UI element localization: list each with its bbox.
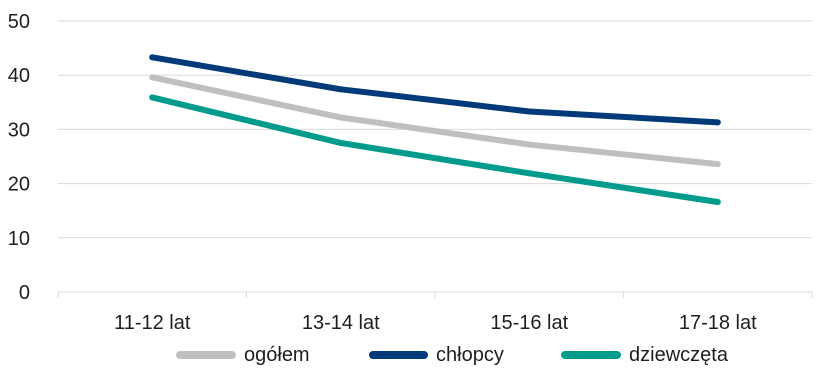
- series-0: [149, 74, 721, 168]
- x-tick-label: 13-14 lat: [302, 312, 380, 334]
- legend-item: chłopcy: [369, 344, 504, 366]
- x-tick-label: 15-16 lat: [490, 312, 568, 334]
- series-line: [149, 54, 721, 126]
- legend-item: dziewczęta: [561, 344, 729, 366]
- data-point: [149, 94, 156, 101]
- data-point: [337, 139, 344, 146]
- series-line: [149, 94, 721, 206]
- data-point: [337, 114, 344, 121]
- data-point: [714, 161, 721, 168]
- y-tick-label: 0: [19, 282, 30, 304]
- legend: ogółem chłopcy dziewczęta: [176, 344, 729, 366]
- data-point: [526, 108, 533, 115]
- data-point: [149, 54, 156, 61]
- series-line: [149, 74, 721, 168]
- legend-item: ogółem: [176, 344, 310, 366]
- series-lines: [149, 54, 721, 206]
- x-tick-label: 11-12 lat: [114, 312, 191, 334]
- y-tick-label: 20: [8, 174, 30, 196]
- y-tick-label: 30: [8, 119, 30, 141]
- data-point: [526, 170, 533, 177]
- axes: 0 10 20 30 40 50 11-12 lat 13-14 lat 15-16 lat 17…: [8, 11, 813, 334]
- data-point: [714, 119, 721, 126]
- y-tick-label: 10: [8, 228, 30, 250]
- data-point: [337, 86, 344, 93]
- data-point: [526, 141, 533, 148]
- x-tick-label: 17-18 lat: [679, 312, 757, 334]
- legend-label: chłopcy: [436, 344, 504, 366]
- series-1: [149, 54, 721, 126]
- y-tick-label: 40: [8, 65, 30, 87]
- legend-label: ogółem: [244, 344, 310, 366]
- data-point: [714, 199, 721, 206]
- data-point: [149, 74, 156, 81]
- series-2: [149, 94, 721, 206]
- y-tick-label: 50: [8, 11, 30, 33]
- legend-label: dziewczęta: [629, 344, 729, 366]
